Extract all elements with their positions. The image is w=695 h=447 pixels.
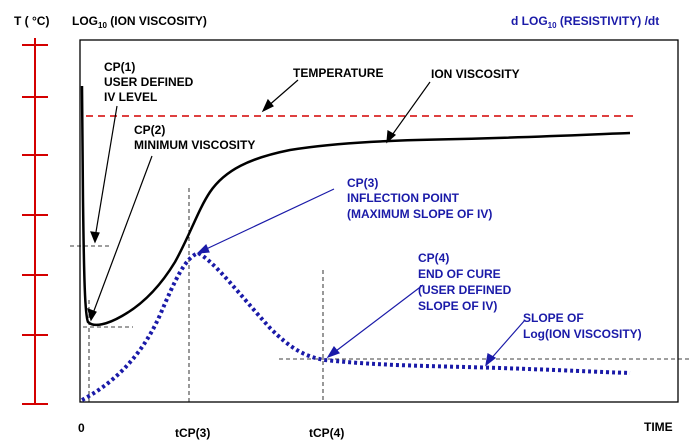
slope-annotation: SLOPE OF Log(ION VISCOSITY) <box>523 311 642 341</box>
cp2-annotation: CP(2) MINIMUM VISCOSITY <box>134 123 255 152</box>
blue-arrows <box>196 188 526 367</box>
temperature-axis <box>22 38 48 405</box>
annotation-arrows <box>87 79 431 322</box>
left-axis-label: LOG10 (ION VISCOSITY) <box>72 14 207 30</box>
reference-lines <box>70 188 692 402</box>
tcp3-label: tCP(3) <box>175 426 210 440</box>
x-axis-label: TIME <box>644 420 673 434</box>
slope-curve <box>81 250 631 402</box>
tcp4-label: tCP(4) <box>309 426 344 440</box>
origin-label: 0 <box>78 421 85 435</box>
cp4-annotation: CP(4) END OF CURE (USER DEFINED SLOPE OF… <box>418 251 515 313</box>
temperature-annotation: TEMPERATURE <box>293 66 383 80</box>
ion-viscosity-annotation: ION VISCOSITY <box>431 67 520 81</box>
temperature-axis-label: T ( °C) <box>14 14 49 28</box>
right-axis-label: d LOG10 (RESISTIVITY) /dt <box>511 14 659 30</box>
ion-viscosity-curve <box>80 85 631 327</box>
plot-frame <box>79 39 679 403</box>
cp3-annotation: CP(3) INFLECTION POINT (MAXIMUM SLOPE OF… <box>347 176 492 221</box>
cp1-annotation: CP(1) USER DEFINED IV LEVEL <box>104 60 197 104</box>
